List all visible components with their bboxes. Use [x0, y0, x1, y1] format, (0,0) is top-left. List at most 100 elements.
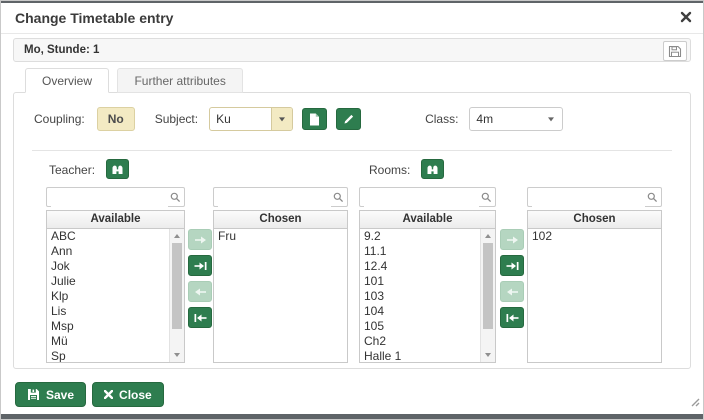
teacher-available-search-input[interactable] [51, 189, 168, 207]
list-item[interactable]: 9.2 [364, 229, 381, 243]
rooms-label: Rooms: [369, 163, 411, 177]
save-icon[interactable] [663, 41, 687, 61]
tab-overview[interactable]: Overview [25, 68, 110, 93]
list-item[interactable]: Ch2 [364, 334, 387, 348]
teacher-chosen-search-input[interactable] [218, 189, 331, 207]
magnifier-icon [170, 192, 181, 203]
scroll-down-icon[interactable] [484, 353, 491, 357]
arrow-left-icon[interactable] [188, 281, 212, 302]
list-item[interactable]: 11.1 [364, 244, 387, 258]
list-item[interactable]: 101 [364, 274, 385, 288]
teacher-available-listbox: ABC Ann Jok Julie Klp Lis Msp Mü Sp [46, 229, 185, 363]
rooms-available-search-input[interactable] [364, 189, 479, 207]
list-item[interactable]: Msp [51, 319, 74, 333]
magnifier-icon [647, 192, 658, 203]
class-label: Class: [425, 112, 459, 126]
list-item[interactable]: 12.4 [364, 259, 388, 273]
rooms-chosen-header: Chosen [527, 210, 662, 229]
close-icon[interactable] [680, 10, 692, 23]
rooms-chosen-search-input[interactable] [532, 189, 645, 207]
list-item[interactable]: 105 [364, 319, 385, 333]
teacher-chosen-column: Chosen Fru [213, 187, 348, 363]
arrow-right-icon[interactable] [188, 229, 212, 250]
edit-pencil-icon[interactable] [336, 108, 362, 130]
list-item[interactable]: Klp [51, 289, 69, 303]
period-info-bar: Mo, Stunde: 1 [13, 38, 691, 62]
list-item[interactable]: Fru [218, 229, 236, 243]
rooms-available-header: Available [359, 210, 496, 229]
window-top-edge [1, 1, 703, 3]
class-value: 4m [476, 112, 494, 126]
class-dropdown[interactable]: 4m [469, 107, 564, 131]
list-item[interactable]: 104 [364, 304, 385, 318]
resize-handle-icon[interactable] [691, 394, 700, 412]
period-info-label: Mo, Stunde: 1 [24, 44, 100, 56]
chevron-down-icon[interactable] [271, 108, 293, 130]
rooms-chosen-list: 102 [528, 229, 661, 362]
coupling-toggle-button[interactable]: No [96, 107, 135, 131]
new-document-icon[interactable] [302, 108, 328, 130]
arrow-right-all-icon[interactable] [188, 255, 212, 276]
subject-label: Subject: [154, 112, 199, 126]
rooms-transfer-buttons [500, 229, 524, 333]
teacher-chosen-header: Chosen [213, 210, 348, 229]
rooms-available-search [359, 187, 496, 207]
scroll-down-icon[interactable] [173, 353, 180, 357]
tab-further-attributes[interactable]: Further attributes [117, 68, 243, 93]
rooms-available-list: 9.2 11.1 12.4 101 103 104 105 Ch2 Halle 1 [360, 229, 495, 362]
close-button-label: Close [119, 387, 152, 402]
save-icon [28, 389, 39, 400]
subject-dropdown[interactable]: Ku [209, 107, 294, 131]
magnifier-icon [333, 192, 344, 203]
teacher-label: Teacher: [49, 163, 96, 177]
dialog-footer: Save Close [15, 382, 164, 407]
list-item[interactable]: Mü [51, 334, 68, 348]
list-item[interactable]: 103 [364, 289, 385, 303]
arrow-right-all-icon[interactable] [500, 255, 524, 276]
scrollbar[interactable] [169, 229, 184, 362]
scroll-up-icon[interactable] [484, 234, 491, 238]
divider [32, 150, 672, 151]
rooms-available-column: Available 9.2 11.1 12.4 101 103 104 105 Ch2 Hall… [359, 187, 496, 363]
arrow-left-icon[interactable] [500, 281, 524, 302]
list-item[interactable]: ABC [51, 229, 76, 243]
teacher-chosen-listbox: Fru [213, 229, 348, 363]
form-row: Coupling: No Subject: Ku Class: 4m [34, 106, 564, 132]
subject-value: Ku [216, 112, 231, 126]
overview-tab-panel: Coupling: No Subject: Ku Class: 4m [13, 92, 691, 369]
scrollbar-thumb[interactable] [172, 243, 182, 329]
list-item[interactable]: Ann [51, 244, 73, 258]
arrow-right-icon[interactable] [500, 229, 524, 250]
list-item[interactable]: 102 [532, 229, 553, 243]
scroll-up-icon[interactable] [173, 234, 180, 238]
teacher-available-header: Available [46, 210, 185, 229]
teacher-transfer-buttons [188, 229, 212, 333]
coupling-label: Coupling: [34, 112, 85, 126]
teacher-available-list: ABC Ann Jok Julie Klp Lis Msp Mü Sp [47, 229, 184, 362]
arrow-left-all-icon[interactable] [500, 307, 524, 328]
tab-bar: Overview Further attributes [25, 68, 247, 93]
list-item[interactable]: Julie [51, 274, 76, 288]
rooms-chosen-listbox: 102 [527, 229, 662, 363]
rooms-chosen-search [527, 187, 662, 207]
chevron-down-icon [544, 108, 558, 130]
save-button[interactable]: Save [15, 382, 87, 407]
list-item[interactable]: Lis [51, 304, 67, 318]
arrow-left-all-icon[interactable] [188, 307, 212, 328]
binoculars-search-icon[interactable] [106, 159, 129, 179]
save-button-label: Save [46, 387, 75, 402]
close-icon [104, 390, 114, 399]
teacher-chosen-list: Fru [214, 229, 347, 362]
dialog-title: Change Timetable entry [15, 10, 174, 26]
binoculars-search-icon[interactable] [421, 159, 444, 179]
scrollbar-thumb[interactable] [483, 243, 493, 329]
list-item[interactable]: Halle 1 [364, 349, 402, 362]
teacher-available-column: Available ABC Ann Jok Julie Klp Lis Msp Mü Sp [46, 187, 185, 363]
list-item[interactable]: Jok [51, 259, 70, 273]
rooms-available-listbox: 9.2 11.1 12.4 101 103 104 105 Ch2 Halle 1 [359, 229, 496, 363]
teacher-available-search [46, 187, 185, 207]
close-button[interactable]: Close [92, 382, 164, 407]
list-item[interactable]: Sp [51, 349, 66, 362]
scrollbar[interactable] [480, 229, 495, 362]
